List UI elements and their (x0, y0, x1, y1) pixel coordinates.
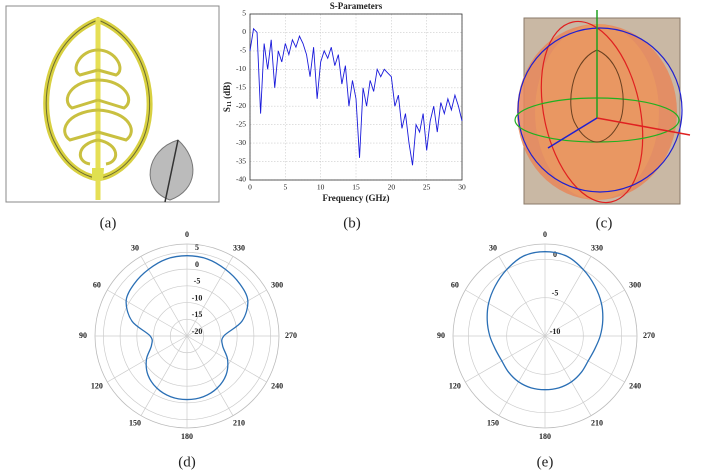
angle-grid-line (186, 335, 234, 416)
angle-tick-label: 270 (285, 331, 297, 340)
radiation-pattern (125, 255, 249, 401)
angle-grid-line (186, 289, 267, 337)
radial-tick-label: -10 (192, 293, 203, 302)
x-tick-label: 5 (283, 183, 287, 192)
angle-tick-label: 240 (629, 381, 641, 390)
feed (92, 168, 104, 180)
y-tick-label: -20 (236, 101, 246, 110)
data-line (249, 27, 463, 166)
angle-tick-label: 60 (93, 280, 101, 289)
y-tick-label: -30 (236, 138, 246, 147)
panel-label: (a) (100, 215, 117, 231)
angle-tick-label: 240 (271, 381, 283, 390)
radial-tick-label: -15 (192, 310, 203, 319)
x-tick-label: 10 (317, 183, 325, 192)
angle-tick-label: 30 (489, 243, 497, 252)
angle-tick-label: 150 (487, 418, 499, 427)
panel-label: (c) (596, 215, 613, 231)
angle-tick-label: 300 (271, 280, 283, 289)
x-tick-label: 15 (352, 183, 360, 192)
y-tick-label: -5 (240, 46, 246, 55)
panel-label: (d) (178, 454, 196, 470)
angle-grid-line (107, 289, 188, 337)
angle-tick-label: 30 (131, 243, 139, 252)
angle-grid-line (544, 335, 625, 383)
angle-grid-line (140, 256, 188, 337)
radial-tick-label: 0 (195, 260, 199, 269)
angle-tick-label: 0 (543, 230, 547, 239)
angle-grid-line (498, 335, 546, 416)
y-tick-label: -15 (236, 82, 246, 91)
y-tick-label: 0 (242, 27, 246, 36)
radial-grid-ring (169, 318, 205, 354)
cut-red (540, 20, 644, 204)
angle-tick-label: 330 (591, 243, 603, 252)
x-tick-label: 0 (248, 183, 252, 192)
y-tick-label: 5 (242, 9, 246, 18)
angle-grid-line (465, 335, 546, 383)
angle-grid-line (140, 335, 188, 416)
y-tick-label: -35 (236, 156, 246, 165)
pattern-3d (514, 10, 691, 205)
radial-tick-label: 5 (195, 243, 199, 252)
angle-grid-line (186, 335, 267, 383)
y-tick-label: -25 (236, 119, 246, 128)
x-tick-label: 20 (388, 183, 396, 192)
radial-grid-ring (467, 258, 623, 414)
angle-tick-label: 180 (181, 432, 193, 441)
radial-grid-ring (103, 252, 271, 420)
angle-tick-label: 150 (129, 418, 141, 427)
angle-grid-line (465, 289, 546, 337)
x-tick-label: 30 (458, 183, 466, 192)
y-tick-label: -40 (236, 175, 246, 184)
angle-tick-label: 210 (233, 418, 245, 427)
plot-frame (249, 13, 463, 181)
panel-label: (e) (537, 454, 554, 470)
angle-grid-line (107, 335, 188, 383)
angle-tick-label: 120 (449, 381, 461, 390)
angle-grid-line (544, 335, 592, 416)
angle-tick-label: 300 (629, 280, 641, 289)
radial-grid-ring (153, 302, 221, 370)
y-axis-label: S11 (dB) (222, 82, 233, 112)
radial-tick-label: 0 (553, 250, 557, 259)
x-axis-label: Frequency (GHz) (322, 193, 389, 203)
leaf-veins (63, 48, 133, 166)
axis-x (596, 117, 691, 136)
cut-blue (517, 27, 683, 193)
y-label-symbol: S (222, 107, 232, 112)
chart-title: S-Parameters (330, 1, 383, 11)
radial-tick-label: -10 (550, 327, 561, 336)
angle-tick-label: 180 (539, 432, 551, 441)
y-tick-label: -10 (236, 64, 246, 73)
radiation-pattern (486, 251, 604, 391)
radial-tick-label: -5 (194, 277, 201, 286)
radial-grid-ring (506, 297, 584, 375)
y-label-unit: (dB) (222, 82, 232, 99)
radial-tick-label: -20 (192, 327, 203, 336)
angle-tick-label: 120 (91, 381, 103, 390)
axis-y (547, 117, 598, 149)
angle-tick-label: 330 (233, 243, 245, 252)
angle-tick-label: 0 (185, 230, 189, 239)
radial-tick-label: -5 (552, 288, 559, 297)
y-label-subscript: 11 (226, 101, 233, 107)
angle-tick-label: 270 (643, 331, 655, 340)
angle-tick-label: 90 (437, 331, 445, 340)
leaf-photo-stem (164, 139, 179, 203)
x-tick-label: 25 (423, 183, 431, 192)
angle-tick-label: 60 (451, 280, 459, 289)
radial-grid-ring (119, 268, 255, 404)
angle-tick-label: 210 (591, 418, 603, 427)
panel-label: (b) (343, 215, 361, 231)
radial-grid-ring (136, 285, 238, 387)
leaf-illustration (5, 5, 220, 203)
angle-grid-line (498, 256, 546, 337)
leaf-overlay (570, 49, 624, 143)
angle-tick-label: 90 (79, 331, 87, 340)
